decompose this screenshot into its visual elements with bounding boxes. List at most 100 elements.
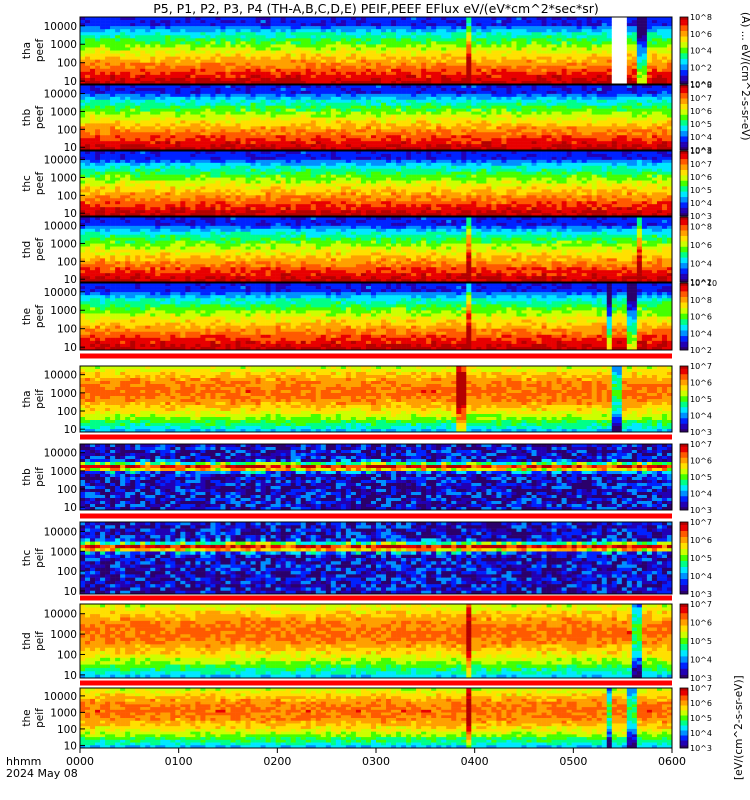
heatmap-cell	[501, 135, 507, 139]
heatmap-cell	[310, 32, 317, 36]
heatmap-cell	[275, 105, 281, 109]
heatmap-cell	[140, 65, 146, 70]
heatmap-cell	[180, 68, 186, 73]
heatmap-cell	[230, 102, 236, 106]
heatmap-cell	[406, 138, 412, 142]
heatmap-cell	[566, 71, 572, 76]
heatmap-cell	[180, 17, 186, 21]
heatmap-cell	[406, 29, 412, 33]
heatmap-cell	[646, 56, 653, 60]
heatmap-cell	[280, 111, 286, 115]
heatmap-cell	[666, 35, 673, 39]
heatmap-cell	[300, 29, 307, 33]
heatmap-cell	[280, 117, 286, 121]
heatmap-cell	[195, 23, 201, 27]
heatmap-cell	[616, 47, 623, 51]
heatmap-cell	[396, 129, 402, 133]
heatmap-cell	[85, 71, 91, 76]
heatmap-cell	[255, 26, 261, 30]
heatmap-cell	[115, 138, 121, 142]
heatmap-cell	[350, 26, 357, 30]
heatmap-cell	[646, 41, 653, 45]
heatmap-cell	[501, 53, 507, 57]
heatmap-cell	[80, 147, 86, 151]
heatmap-cell	[365, 56, 372, 60]
heatmap-cell	[175, 126, 181, 130]
heatmap-cell	[235, 20, 241, 24]
heatmap-cell	[205, 129, 211, 133]
heatmap-cell	[85, 17, 91, 21]
heatmap-cell	[285, 65, 292, 70]
heatmap-cell	[401, 102, 407, 106]
heatmap-cell	[456, 102, 462, 106]
heatmap-cell	[421, 108, 427, 112]
heatmap-cell	[591, 105, 598, 109]
heatmap-cell	[581, 38, 588, 42]
heatmap-cell	[571, 44, 577, 48]
heatmap-cell	[566, 80, 572, 85]
heatmap-cell	[150, 87, 156, 92]
heatmap-cell	[511, 102, 517, 106]
heatmap-cell	[165, 132, 171, 136]
heatmap-cell	[386, 65, 392, 70]
heatmap-cell	[586, 90, 593, 95]
heatmap-cell	[200, 120, 206, 124]
heatmap-cell	[240, 35, 246, 39]
heatmap-cell	[105, 99, 111, 104]
heatmap-cell	[140, 50, 146, 54]
heatmap-cell	[85, 53, 91, 57]
heatmap-cell	[135, 56, 141, 60]
heatmap-cell	[140, 23, 146, 27]
heatmap-cell	[516, 138, 522, 142]
heatmap-cell	[456, 117, 462, 121]
heatmap-cell	[285, 68, 292, 73]
heatmap-cell	[441, 53, 447, 57]
heatmap-cell	[461, 96, 467, 101]
heatmap-cell	[315, 85, 322, 89]
heatmap-cell	[521, 141, 527, 145]
heatmap-cell	[200, 144, 206, 148]
heatmap-cell	[386, 90, 392, 95]
heatmap-cell	[606, 56, 613, 60]
heatmap-cell	[636, 32, 643, 36]
heatmap-cell	[125, 129, 131, 133]
heatmap-cell	[576, 120, 582, 124]
heatmap-cell	[320, 53, 327, 57]
heatmap-cell	[581, 108, 588, 112]
heatmap-cell	[150, 123, 156, 127]
heatmap-cell	[466, 80, 472, 85]
heatmap-cell	[606, 96, 613, 101]
heatmap-cell	[546, 65, 552, 70]
heatmap-cell	[370, 114, 377, 118]
heatmap-cell	[426, 120, 432, 124]
heatmap-cell	[491, 141, 497, 145]
heatmap-cell	[441, 20, 447, 24]
heatmap-cell	[295, 80, 302, 85]
heatmap-cell	[426, 26, 432, 30]
heatmap-cell	[255, 71, 261, 76]
heatmap-cell	[376, 41, 382, 45]
heatmap-cell	[436, 96, 442, 101]
heatmap-cell	[100, 26, 106, 30]
heatmap-cell	[120, 44, 126, 48]
heatmap-cell	[586, 59, 593, 63]
heatmap-cell	[245, 44, 251, 48]
heatmap-cell	[300, 141, 307, 145]
heatmap-cell	[95, 65, 101, 70]
heatmap-cell	[656, 44, 663, 48]
heatmap-cell	[285, 74, 292, 79]
heatmap-cell	[325, 68, 332, 73]
heatmap-cell	[561, 35, 567, 39]
heatmap-cell	[556, 144, 562, 148]
heatmap-cell	[165, 105, 171, 109]
heatmap-cell	[636, 26, 643, 30]
heatmap-cell	[481, 41, 487, 45]
heatmap-cell	[586, 114, 593, 118]
heatmap-cell	[501, 17, 507, 21]
heatmap-cell	[120, 141, 126, 145]
heatmap-cell	[436, 147, 442, 151]
heatmap-cell	[396, 144, 402, 148]
heatmap-cell	[516, 135, 522, 139]
heatmap-cell	[110, 129, 116, 133]
heatmap-cell	[411, 44, 417, 48]
